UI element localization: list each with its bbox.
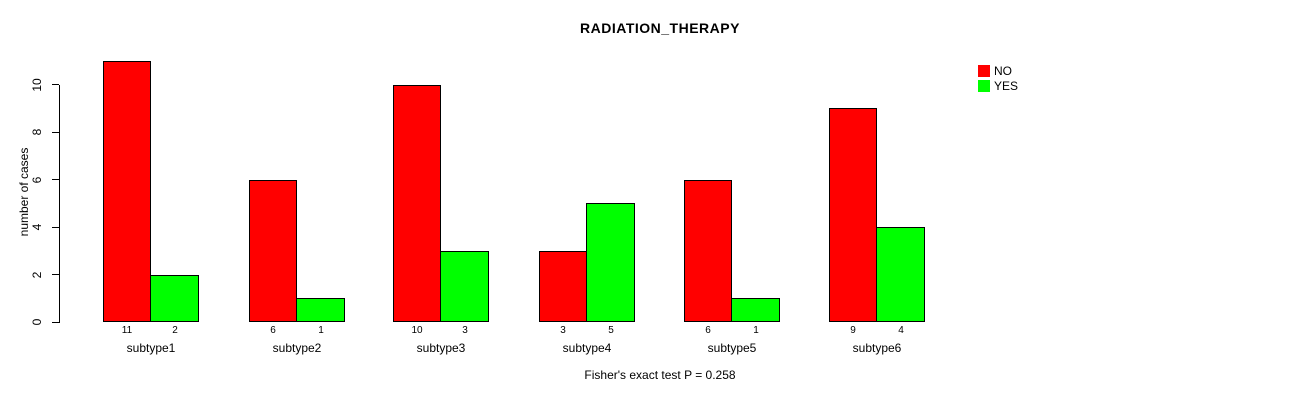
bar-subtype4-yes	[586, 203, 635, 322]
y-tick-mark-10	[52, 84, 59, 85]
count-label-subtype3-no: 10	[411, 325, 423, 336]
bar-subtype2-yes	[296, 298, 345, 322]
y-axis-title: number of cases	[17, 147, 31, 237]
y-axis-line	[59, 84, 60, 323]
bar-subtype6-no	[829, 108, 877, 322]
count-label-subtype4-yes: 5	[608, 325, 614, 336]
category-label-subtype1: subtype1	[126, 341, 176, 355]
count-label-subtype6-no: 9	[850, 325, 856, 336]
count-label-subtype2-no: 6	[270, 325, 276, 336]
count-label-subtype2-yes: 1	[318, 325, 324, 336]
legend-label-yes: YES	[994, 79, 1019, 93]
bar-subtype3-yes	[440, 250, 489, 322]
y-tick-mark-4	[52, 226, 59, 228]
y-tick-label-2: 2	[30, 271, 44, 278]
chart-title: RADIATION_THERAPY	[580, 20, 740, 36]
y-tick-label-6: 6	[30, 176, 44, 183]
category-label-subtype5: subtype5	[707, 341, 757, 355]
bar-subtype4-no	[539, 250, 587, 322]
count-label-subtype1-no: 11	[121, 325, 133, 336]
count-label-subtype5-no: 6	[705, 325, 711, 336]
y-tick-label-8: 8	[30, 128, 44, 136]
y-tick-label-10: 10	[30, 77, 44, 92]
category-label-subtype2: subtype2	[272, 341, 322, 355]
count-label-subtype4-no: 3	[560, 325, 566, 336]
bar-subtype5-yes	[731, 298, 780, 322]
bar-subtype5-no	[684, 179, 732, 322]
category-label-subtype4: subtype4	[562, 341, 612, 355]
bar-subtype1-yes	[150, 274, 199, 322]
y-tick-mark-8	[52, 131, 59, 133]
bar-subtype2-no	[249, 179, 297, 322]
count-label-subtype6-yes: 4	[898, 325, 904, 336]
bar-subtype1-no	[103, 60, 151, 322]
y-tick-mark-6	[52, 179, 59, 180]
legend: NO YES	[978, 65, 1018, 95]
legend-item-no: NO	[978, 65, 1018, 77]
bar-subtype6-yes	[876, 227, 925, 322]
category-label-subtype6: subtype6	[852, 341, 902, 355]
count-label-subtype3-yes: 3	[462, 325, 468, 336]
fisher-test-annotation: Fisher's exact test P = 0.258	[584, 368, 736, 382]
category-label-subtype3: subtype3	[416, 341, 466, 355]
legend-label-no: NO	[994, 64, 1012, 78]
y-tick-label-4: 4	[30, 223, 44, 231]
bar-subtype3-no	[393, 84, 441, 322]
count-label-subtype5-yes: 1	[753, 325, 759, 336]
y-tick-label-0: 0	[30, 318, 44, 326]
y-tick-mark-2	[52, 274, 59, 275]
legend-item-yes: YES	[978, 80, 1018, 92]
count-label-subtype1-yes: 2	[172, 325, 178, 336]
y-tick-mark-0	[52, 321, 59, 323]
legend-swatch-yes-icon	[978, 80, 990, 92]
legend-swatch-no-icon	[978, 65, 990, 77]
